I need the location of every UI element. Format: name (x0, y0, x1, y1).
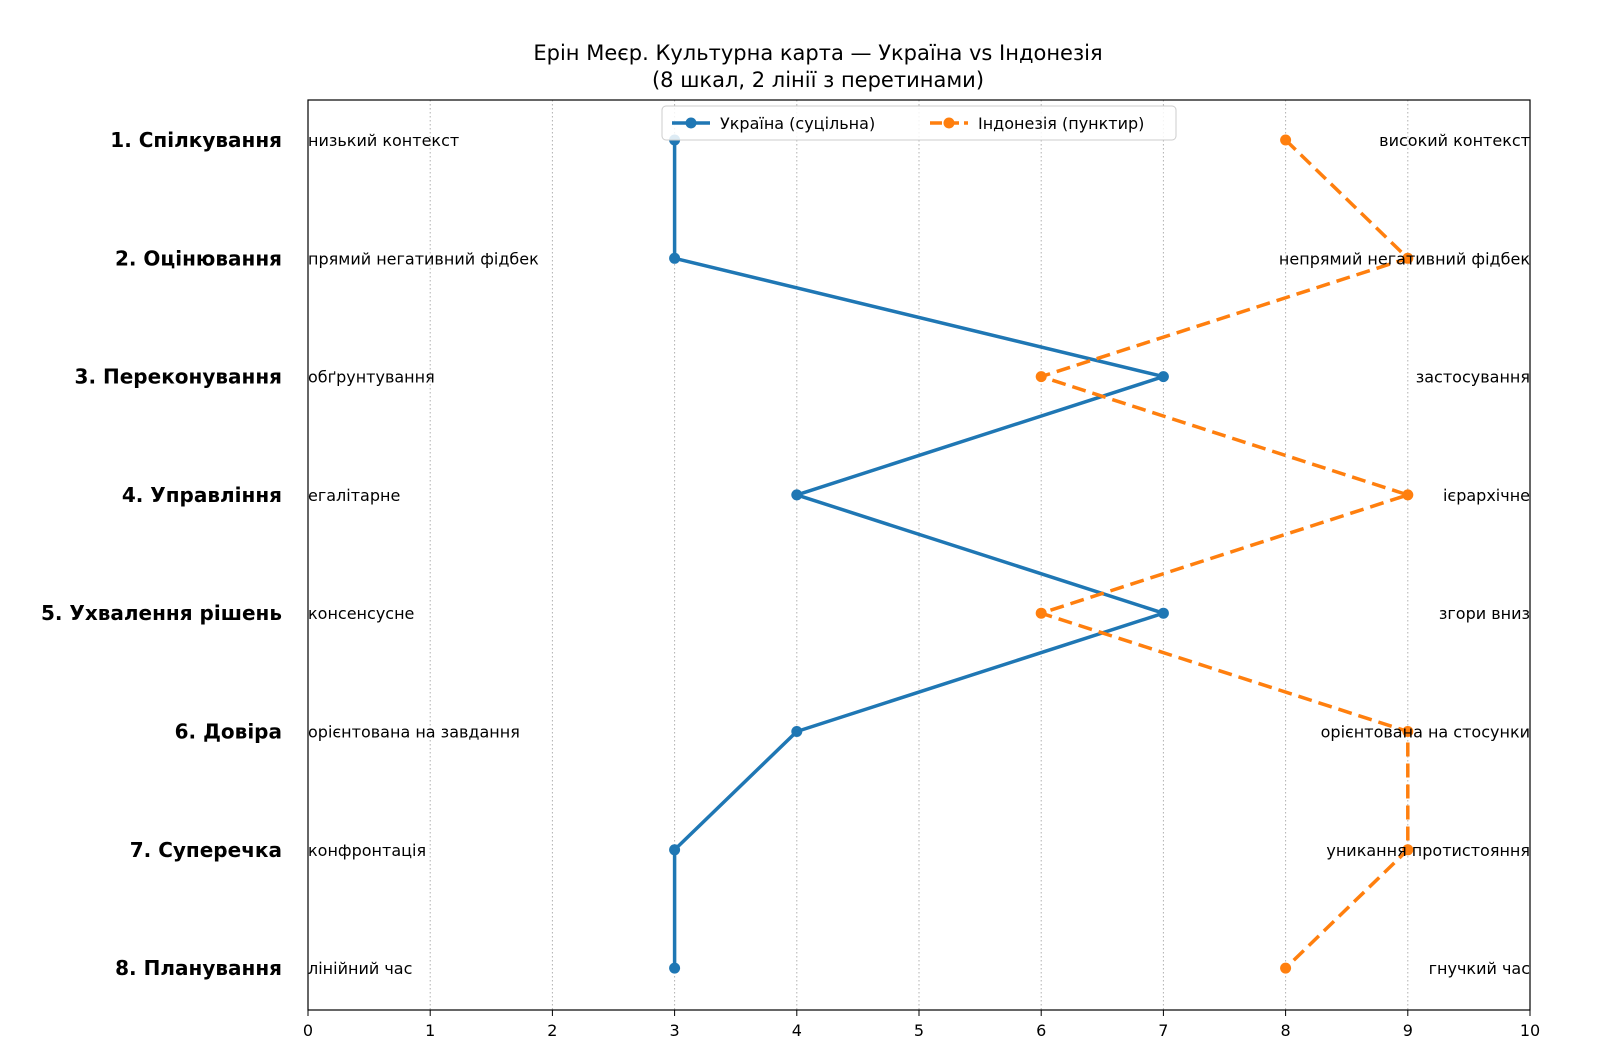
legend-swatch-marker (943, 117, 955, 129)
right-pole-label: орієнтована на стосунки (1321, 723, 1530, 742)
row-label: 1. Спілкування (110, 128, 282, 152)
data-point (1402, 844, 1414, 856)
legend-label: Індонезія (пунктир) (978, 114, 1144, 133)
row-label: 3. Переконування (75, 365, 282, 389)
x-tick-label: 1 (425, 1021, 435, 1038)
data-point (1035, 607, 1047, 619)
right-pole-label: ієрархічне (1443, 486, 1530, 505)
left-pole-label: лінійний час (308, 959, 412, 978)
x-tick-label: 2 (547, 1021, 557, 1038)
left-pole-label: обґрунтування (308, 368, 435, 387)
right-pole-label: уникання протистояння (1326, 841, 1530, 860)
x-tick-label: 9 (1403, 1021, 1413, 1038)
row-label: 5. Ухвалення рішень (41, 601, 282, 625)
left-pole-label: консенсусне (308, 604, 414, 623)
row-label: 8. Планування (115, 956, 282, 980)
left-pole-label: егалітарне (308, 486, 400, 505)
x-tick-label: 8 (1281, 1021, 1291, 1038)
left-pole-label: низький контекст (308, 131, 459, 150)
legend-swatch-marker (685, 117, 697, 129)
grid-lines (429, 100, 1409, 1010)
data-point (669, 844, 681, 856)
data-point (791, 726, 803, 737)
right-pole-label: застосування (1416, 368, 1530, 387)
x-tick-label: 7 (1158, 1021, 1168, 1038)
right-pole-label: непрямий негативний фідбек (1279, 249, 1530, 268)
legend-box (661, 105, 1177, 141)
x-tick-label: 0 (303, 1021, 313, 1038)
data-point (1280, 134, 1292, 146)
data-point (791, 489, 803, 501)
series-lines (669, 134, 1414, 974)
data-point (1280, 962, 1292, 974)
data-point (669, 252, 681, 264)
series-line-2 (1039, 138, 1410, 970)
x-axis: 0 1 2 3 4 5 6 7 8 9 10 (303, 99, 1540, 1038)
row-labels: 1. Спілкування 2. Оцінювання 3. Переконува… (41, 128, 1530, 980)
row-label: 2. Оцінювання (115, 246, 282, 270)
legend: Україна (суцільна) Індонезія (пунктир) (661, 105, 1177, 141)
x-tick-label: 3 (670, 1021, 680, 1038)
x-tick-label: 10 (1520, 1021, 1540, 1038)
data-point (669, 962, 681, 974)
data-point (1402, 726, 1414, 737)
right-pole-label: згори вниз (1439, 604, 1530, 623)
row-label: 6. Довіра (175, 720, 282, 744)
x-tick-label: 6 (1036, 1021, 1046, 1038)
chart-title: Ерін Меєр. Культурна карта — Україна vs … (533, 41, 1102, 65)
data-point (1402, 252, 1414, 264)
data-point (1157, 371, 1169, 383)
left-pole-label: орієнтована на завдання (308, 723, 520, 742)
left-pole-label: прямий негативний фідбек (308, 249, 539, 268)
row-label: 7. Суперечка (130, 838, 282, 862)
x-tick-label: 4 (792, 1021, 802, 1038)
data-point (1035, 371, 1047, 383)
series-line-1 (672, 140, 1166, 969)
data-point (1157, 607, 1169, 619)
x-tick-label: 5 (914, 1021, 924, 1038)
row-label: 4. Управління (122, 483, 282, 507)
data-point (1402, 489, 1414, 501)
left-pole-label: конфронтація (308, 841, 426, 860)
right-pole-label: високий контекст (1379, 131, 1530, 150)
legend-label: Україна (суцільна) (720, 114, 875, 133)
right-pole-label: гнучкий час (1429, 959, 1530, 978)
chart-subtitle: (8 шкал, 2 лінії з перетинами) (652, 68, 984, 92)
